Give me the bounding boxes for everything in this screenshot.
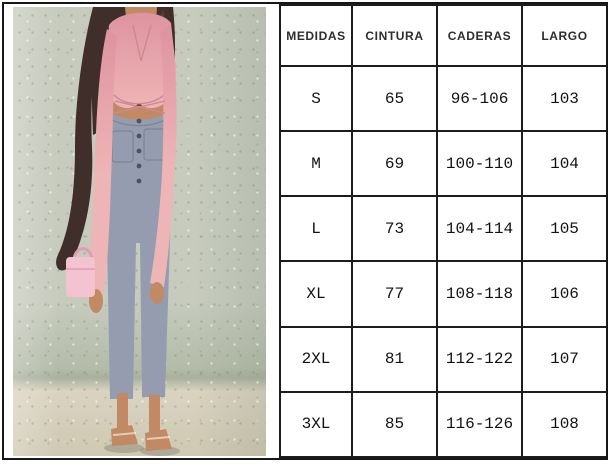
table-row: M 69 100-110 104: [279, 130, 608, 198]
measurement-cell: 104-114: [436, 195, 523, 263]
header-caderas: CADERAS: [436, 4, 523, 67]
model-illustration: [56, 7, 180, 456]
table-row: 3XL 85 116-126 108: [279, 390, 608, 459]
measurement-cell: 107: [521, 325, 608, 393]
blazer-tie: [114, 100, 166, 114]
header-largo: LARGO: [521, 4, 608, 67]
blazer-sleeve: [150, 25, 177, 287]
product-photo: [13, 7, 266, 456]
measurement-cell: 103: [521, 64, 608, 133]
size-cell: XL: [279, 260, 353, 328]
measurement-cell: 69: [351, 130, 438, 198]
measurement-cell: 112-122: [436, 325, 523, 393]
pants-buttons: [136, 118, 142, 184]
measurement-cell: 81: [351, 325, 438, 393]
handbag-graphic: [66, 247, 95, 297]
size-cell: S: [279, 64, 353, 133]
measurement-cell: 96-106: [436, 64, 523, 133]
size-table: MEDIDAS CINTURA CADERAS LARGO S 65 96-106 1…: [279, 4, 608, 459]
size-cell: 3XL: [279, 390, 353, 459]
measurement-cell: 108: [521, 390, 608, 459]
measurement-cell: 104: [521, 130, 608, 198]
size-cell: 2XL: [279, 325, 353, 393]
header-cintura: CINTURA: [351, 4, 438, 67]
table-row: S 65 96-106 103: [279, 64, 608, 133]
measurement-cell: 77: [351, 260, 438, 328]
table-row: L 73 104-114 105: [279, 195, 608, 263]
size-table-body: S 65 96-106 103 M 69 100-110 104 L 73 104-114 105 XL…: [279, 64, 608, 459]
blazer-sleeve: [88, 29, 117, 295]
blazer-graphic: [88, 12, 177, 295]
model-feet: [111, 393, 172, 451]
measurement-cell: 105: [521, 195, 608, 263]
size-cell: M: [279, 130, 353, 198]
measurement-cell: 100-110: [436, 130, 523, 198]
clear-heel-strap: [112, 432, 171, 440]
measurement-cell: 108-118: [436, 260, 523, 328]
model-hand: [150, 282, 164, 304]
header-row: MEDIDAS CINTURA CADERAS LARGO: [279, 4, 608, 67]
table-row: XL 77 108-118 106: [279, 260, 608, 328]
measurement-cell: 73: [351, 195, 438, 263]
measurement-cell: 116-126: [436, 390, 523, 459]
measurement-cell: 85: [351, 390, 438, 459]
table-row: 2XL 81 112-122 107: [279, 325, 608, 393]
size-cell: L: [279, 195, 353, 263]
measurement-cell: 106: [521, 260, 608, 328]
measurement-cell: 65: [351, 64, 438, 133]
header-medidas: MEDIDAS: [279, 4, 353, 67]
size-table-header: MEDIDAS CINTURA CADERAS LARGO: [279, 4, 608, 67]
